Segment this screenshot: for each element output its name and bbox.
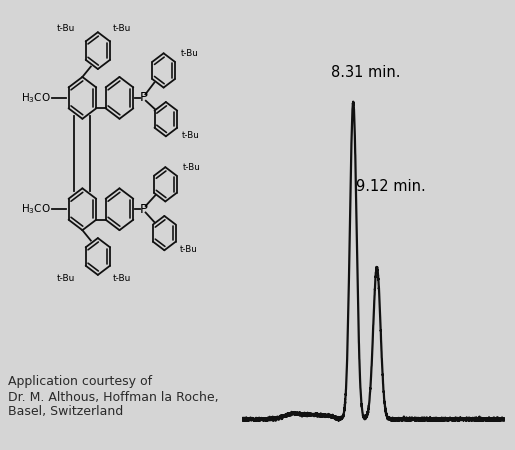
Text: P: P (140, 91, 147, 104)
Text: P: P (140, 203, 147, 216)
Text: H$_3$CO: H$_3$CO (21, 91, 50, 105)
Text: t-Bu: t-Bu (181, 50, 199, 58)
Text: 9.12 min.: 9.12 min. (356, 179, 426, 194)
Text: t-Bu: t-Bu (180, 245, 198, 254)
Text: H$_3$CO: H$_3$CO (21, 202, 50, 216)
Text: t-Bu: t-Bu (181, 131, 199, 140)
Text: t-Bu: t-Bu (113, 24, 131, 33)
Text: t-Bu: t-Bu (183, 163, 200, 172)
Text: Application courtesy of
Dr. M. Althous, Hoffman la Roche,
Basel, Switzerland: Application courtesy of Dr. M. Althous, … (8, 375, 218, 419)
Text: t-Bu: t-Bu (57, 24, 75, 33)
Text: t-Bu: t-Bu (57, 274, 75, 283)
Text: t-Bu: t-Bu (113, 274, 131, 283)
Text: 8.31 min.: 8.31 min. (331, 65, 401, 80)
